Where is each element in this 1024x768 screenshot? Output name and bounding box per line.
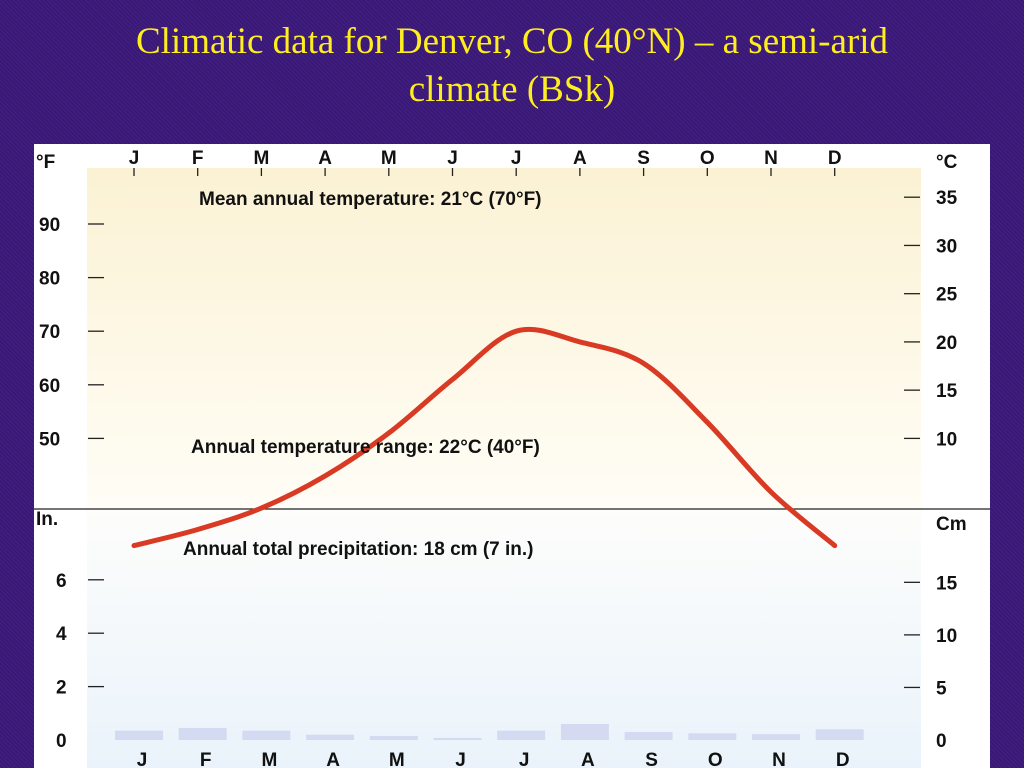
centimeters-tick-label: 0 xyxy=(936,731,947,752)
celsius-tick-label: 20 xyxy=(936,333,957,354)
annual-precipitation-annotation: Annual total precipitation: 18 cm (7 in.… xyxy=(183,539,533,560)
celsius-tick-label: 25 xyxy=(936,285,958,306)
precipitation-bar xyxy=(688,733,737,740)
precipitation-bar xyxy=(178,727,227,740)
inches-tick-label: 4 xyxy=(56,624,67,645)
precipitation-bar xyxy=(560,723,609,740)
celsius-tick-label: 15 xyxy=(936,381,958,402)
month-label-bottom: A xyxy=(581,750,595,768)
centimeters-tick-label: 10 xyxy=(936,626,957,647)
month-label-top: J xyxy=(511,148,522,169)
month-label-bottom: J xyxy=(455,750,466,768)
fahrenheit-tick-label: 60 xyxy=(39,376,60,397)
month-label-bottom: M xyxy=(261,750,277,768)
month-label-bottom: D xyxy=(836,750,850,768)
month-label-top: J xyxy=(129,148,140,169)
month-label-bottom: A xyxy=(326,750,340,768)
centimeters-tick-label: 15 xyxy=(936,573,958,594)
month-label-top: A xyxy=(318,148,332,169)
centimeters-unit-label: Cm xyxy=(936,514,967,535)
month-label-top: S xyxy=(637,148,650,169)
slide-title: Climatic data for Denver, CO (40°N) – a … xyxy=(20,18,1004,114)
month-label-top: M xyxy=(381,148,397,169)
temperature-line xyxy=(131,326,838,549)
inches-tick-label: 0 xyxy=(56,731,67,752)
month-label-bottom: F xyxy=(200,750,212,768)
month-label-bottom: J xyxy=(137,750,148,768)
month-label-top: F xyxy=(192,148,204,169)
fahrenheit-tick-label: 80 xyxy=(39,269,60,290)
precipitation-bar xyxy=(369,735,418,740)
month-label-top: N xyxy=(764,148,778,169)
month-label-top: D xyxy=(828,148,842,169)
month-label-top: A xyxy=(573,148,587,169)
inches-unit-label: In. xyxy=(36,509,58,530)
fahrenheit-tick-label: 90 xyxy=(39,215,60,236)
month-label-bottom: J xyxy=(519,750,530,768)
fahrenheit-tick-label: 70 xyxy=(39,322,60,343)
celsius-tick-label: 30 xyxy=(936,236,957,257)
precipitation-bar xyxy=(115,730,163,740)
fahrenheit-tick-label: 50 xyxy=(39,429,60,450)
fahrenheit-unit-label: °F xyxy=(36,152,55,173)
month-label-top: O xyxy=(700,148,715,169)
precipitation-bar xyxy=(752,734,800,740)
celsius-unit-label: °C xyxy=(936,152,958,173)
precipitation-plot-area xyxy=(87,510,921,768)
inches-tick-label: 6 xyxy=(56,571,67,592)
slide-title-line-1: Climatic data for Denver, CO (40°N) – a … xyxy=(135,21,889,62)
celsius-tick-label: 10 xyxy=(936,429,957,450)
precipitation-bar xyxy=(497,730,546,740)
month-label-bottom: N xyxy=(772,750,786,768)
month-label-bottom: O xyxy=(708,750,723,768)
slide-title-line-2: climate (BSk) xyxy=(408,69,616,110)
precipitation-bar xyxy=(433,737,482,740)
celsius-tick-label: 35 xyxy=(936,188,958,209)
annual-temperature-range-annotation: Annual temperature range: 22°C (40°F) xyxy=(191,437,540,458)
precipitation-bar xyxy=(815,729,864,740)
month-label-bottom: M xyxy=(389,750,405,768)
precipitation-bar xyxy=(624,731,673,740)
inches-tick-label: 2 xyxy=(56,678,67,699)
month-label-top: J xyxy=(447,148,458,169)
month-label-bottom: S xyxy=(645,750,658,768)
month-label-top: M xyxy=(253,148,269,169)
mean-annual-temperature-annotation: Mean annual temperature: 21°C (70°F) xyxy=(199,189,542,210)
precipitation-bar xyxy=(306,734,355,740)
precipitation-bar xyxy=(242,730,291,740)
centimeters-tick-label: 5 xyxy=(936,678,947,699)
